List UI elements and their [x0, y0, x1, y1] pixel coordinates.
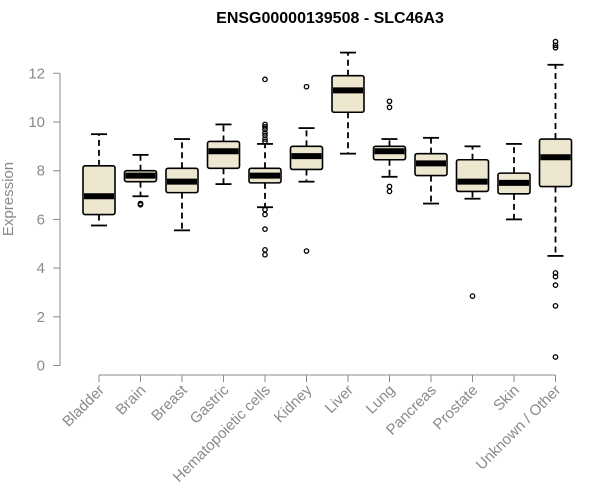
y-tick-label: 12 — [28, 65, 45, 82]
y-tick-label: 2 — [37, 309, 45, 326]
iqr-box — [82, 165, 116, 216]
outlier-point — [262, 76, 268, 83]
outlier-point — [552, 44, 559, 51]
outlier-point — [552, 282, 559, 288]
x-tick-label-kidney: Kidney — [271, 381, 316, 426]
outlier-point — [552, 273, 559, 280]
x-tick-label-lung: Lung — [363, 382, 399, 418]
boxes — [82, 38, 573, 360]
outlier-point — [262, 226, 268, 232]
y-tick-label: 4 — [37, 260, 45, 277]
outlier-point — [262, 124, 268, 130]
iqr-box — [538, 138, 573, 188]
x-tick-label-bladder: Bladder — [59, 382, 108, 431]
box-gastric — [206, 123, 241, 185]
y-tick-label: 0 — [37, 358, 45, 375]
box-lung — [372, 98, 407, 195]
box-pancreas — [414, 136, 448, 205]
outlier-point — [262, 211, 268, 218]
iqr-box — [455, 158, 490, 193]
x-tick-label-brain: Brain — [113, 382, 150, 419]
outlier-point — [262, 136, 268, 142]
outlier-point — [137, 200, 144, 207]
outlier-point — [303, 83, 310, 90]
box-prostate — [455, 145, 490, 299]
box-kidney — [289, 83, 324, 254]
box-unknown-other — [538, 38, 573, 360]
outlier-point — [386, 98, 393, 105]
box-liver — [331, 51, 365, 155]
iqr-box — [331, 74, 365, 114]
outlier-point — [262, 246, 268, 253]
outlier-point — [386, 183, 393, 190]
outlier-point — [262, 132, 268, 139]
outlier-point — [262, 130, 268, 136]
outlier-point — [552, 354, 559, 360]
outlier-point — [469, 293, 476, 299]
outlier-point — [552, 302, 559, 309]
x-tick-label-prostate: Prostate — [430, 382, 482, 434]
y-tick-label: 10 — [28, 114, 45, 131]
y-tick-label: 8 — [37, 163, 45, 180]
outlier-point — [552, 38, 559, 45]
outlier-point — [552, 270, 559, 276]
box-hematopoietic-cells — [248, 76, 282, 258]
x-tick-label-liver: Liver — [322, 382, 357, 417]
y-tick-label: 6 — [37, 211, 45, 228]
outlier-point — [262, 126, 268, 133]
chart-title: ENSG00000139508 - SLC46A3 — [216, 10, 444, 27]
box-skin — [497, 143, 531, 221]
outlier-point — [552, 42, 559, 49]
outlier-point — [303, 248, 310, 254]
axes: 0 2 4 6 8 10 12 — [28, 65, 556, 382]
outlier-point — [262, 138, 268, 145]
box-bladder — [82, 133, 116, 227]
y-axis-label: Expression — [0, 162, 17, 236]
box-brain — [123, 153, 158, 208]
outlier-point — [262, 251, 268, 258]
outlier-point — [386, 104, 393, 111]
x-tick-label-skin: Skin — [490, 382, 523, 415]
outlier-point — [386, 188, 393, 195]
x-tick-label-breast: Breast — [148, 381, 191, 424]
iqr-box — [206, 140, 241, 170]
box-breast — [165, 138, 199, 232]
